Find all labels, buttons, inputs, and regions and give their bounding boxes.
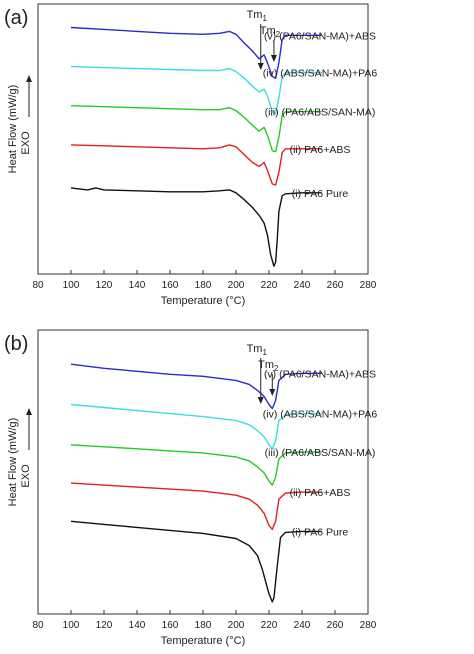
x-tick-label: 280 [360,280,377,291]
x-tick-label: 100 [63,280,80,291]
series-label: (i) PA6 Pure [292,526,349,538]
series-line [70,482,322,531]
series-label: (v) (PA6/SAN-MA)+ABS [264,30,376,42]
series-label: (ii) PA6+ABS [290,487,351,499]
x-tick-label: 200 [228,280,245,291]
series-label: (iv) (ABS/SAN-MA)+PA6 [263,409,378,421]
panel-b: (b) 80 100 120 140 160 180 200 220 240 260 280 Tempe… [4,329,378,647]
series-line [70,26,322,79]
series-label: (v) (PA6/SAN-MA)+ABS [264,368,376,380]
exo-label: EXO [20,464,32,488]
y-axis-label: Heat Flow (mW/g) [7,418,19,507]
x-tick-label: 240 [294,280,311,291]
x-tick-label: 260 [327,280,344,291]
panel-a: (a) 80 100 120 140 160 180 200 220 240 260 280 Tempe… [4,3,378,307]
series-label: (iii) (PA6/ABS/SAN-MA) [265,447,376,459]
x-tick-label: 200 [228,620,245,631]
exo-label: EXO [20,131,32,155]
series-line [70,65,322,115]
series-line [70,520,322,603]
series-line [70,144,322,186]
x-axis-label: Temperature (°C) [161,295,245,307]
tm-annotation-label: Tm2 [260,25,281,39]
x-tick-label: 180 [195,620,212,631]
x-tick-label: 120 [96,620,113,631]
tm-arrow-head [257,397,264,404]
x-tick-label: 180 [195,280,212,291]
series-line [70,187,322,267]
x-tick-label: 160 [162,620,179,631]
x-tick-label: 220 [261,620,278,631]
x-axis-label: Temperature (°C) [161,635,245,647]
x-tick-label: 160 [162,280,179,291]
panel-label: (a) [4,7,28,29]
tm-annotation-label: Tm2 [258,359,279,373]
x-tick-label: 260 [327,620,344,631]
x-tick-label: 100 [63,620,80,631]
exo-arrow-head [26,408,32,415]
tm-arrow-head [257,63,264,70]
series-line [70,105,322,153]
series-line [70,444,322,486]
x-tick-label: 280 [360,620,377,631]
series-label: (ii) PA6+ABS [290,144,351,156]
tm-arrow-head [269,389,276,396]
tm-annotation-label: Tm1 [247,343,268,357]
x-tick-label: 140 [129,620,146,631]
tm-annotation-label: Tm1 [247,9,268,23]
plot-frame [37,3,369,275]
series-label: (i) PA6 Pure [292,188,349,200]
panel-label: (b) [4,333,28,355]
x-tick-label: 220 [261,280,278,291]
x-tick-label: 140 [129,280,146,291]
x-tick-label: 80 [32,620,44,631]
x-tick-label: 120 [96,280,113,291]
series-label: (iv) (ABS/SAN-MA)+PA6 [263,67,378,79]
y-axis-label: Heat Flow (mW/g) [7,85,19,174]
tm-arrow-head [270,55,277,62]
series-label: (iii) (PA6/ABS/SAN-MA) [265,107,376,119]
x-tick-label: 240 [294,620,311,631]
exo-arrow-head [26,75,32,82]
series-line [70,403,322,450]
x-tick-label: 80 [32,280,44,291]
